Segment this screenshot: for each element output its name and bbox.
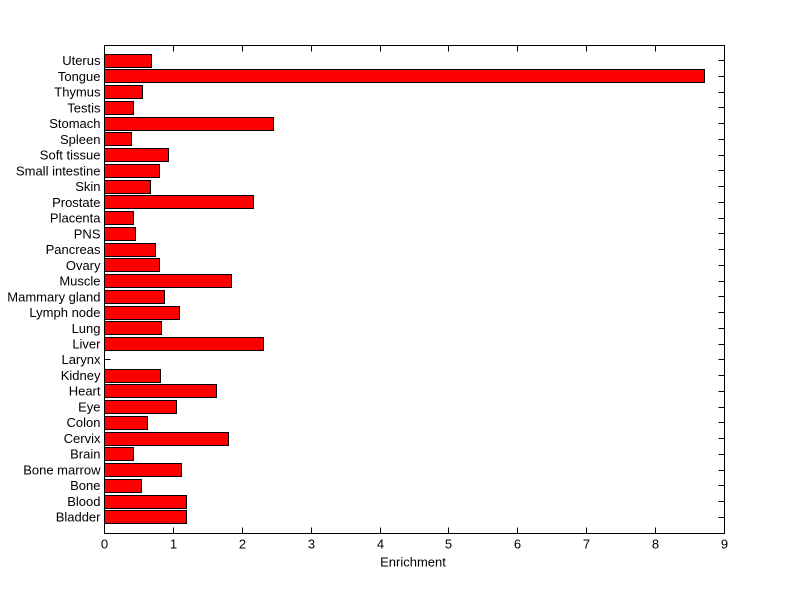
svg-text:Enrichment: Enrichment (380, 555, 446, 570)
svg-text:Small intestine: Small intestine (16, 163, 101, 178)
svg-text:6: 6 (514, 537, 521, 552)
svg-text:Mammary gland: Mammary gland (7, 289, 100, 304)
svg-text:Brain: Brain (70, 447, 100, 462)
svg-text:Prostate: Prostate (52, 195, 100, 210)
svg-text:Lymph node: Lymph node (29, 305, 100, 320)
svg-text:Blood: Blood (67, 494, 100, 509)
svg-text:Uterus: Uterus (62, 53, 101, 68)
svg-text:Heart: Heart (69, 384, 101, 399)
svg-text:Bone marrow: Bone marrow (23, 462, 101, 477)
svg-text:0: 0 (101, 537, 108, 552)
svg-text:Muscle: Muscle (59, 274, 100, 289)
svg-text:Lung: Lung (72, 321, 101, 336)
svg-text:Kidney: Kidney (61, 368, 101, 383)
svg-text:Skin: Skin (75, 179, 100, 194)
svg-text:3: 3 (308, 537, 315, 552)
svg-text:Testis: Testis (67, 100, 101, 115)
svg-text:Colon: Colon (67, 415, 101, 430)
svg-text:Bone: Bone (70, 478, 100, 493)
svg-text:1: 1 (170, 537, 177, 552)
svg-text:Bladder: Bladder (56, 510, 101, 525)
svg-text:5: 5 (445, 537, 452, 552)
svg-text:2: 2 (239, 537, 246, 552)
svg-text:Spleen: Spleen (60, 132, 100, 147)
svg-text:4: 4 (377, 537, 384, 552)
svg-text:9: 9 (721, 537, 728, 552)
svg-text:PNS: PNS (74, 226, 101, 241)
svg-text:Cervix: Cervix (64, 431, 101, 446)
svg-text:Thymus: Thymus (54, 85, 101, 100)
svg-text:Placenta: Placenta (50, 211, 101, 226)
svg-text:Eye: Eye (78, 399, 100, 414)
svg-text:Stomach: Stomach (49, 116, 100, 131)
svg-text:7: 7 (583, 537, 590, 552)
svg-text:8: 8 (652, 537, 659, 552)
svg-text:Liver: Liver (72, 337, 101, 352)
svg-text:Pancreas: Pancreas (46, 242, 101, 257)
svg-text:Tongue: Tongue (58, 69, 101, 84)
svg-text:Ovary: Ovary (66, 258, 101, 273)
svg-text:Soft tissue: Soft tissue (40, 148, 101, 163)
svg-text:Larynx: Larynx (61, 352, 101, 367)
